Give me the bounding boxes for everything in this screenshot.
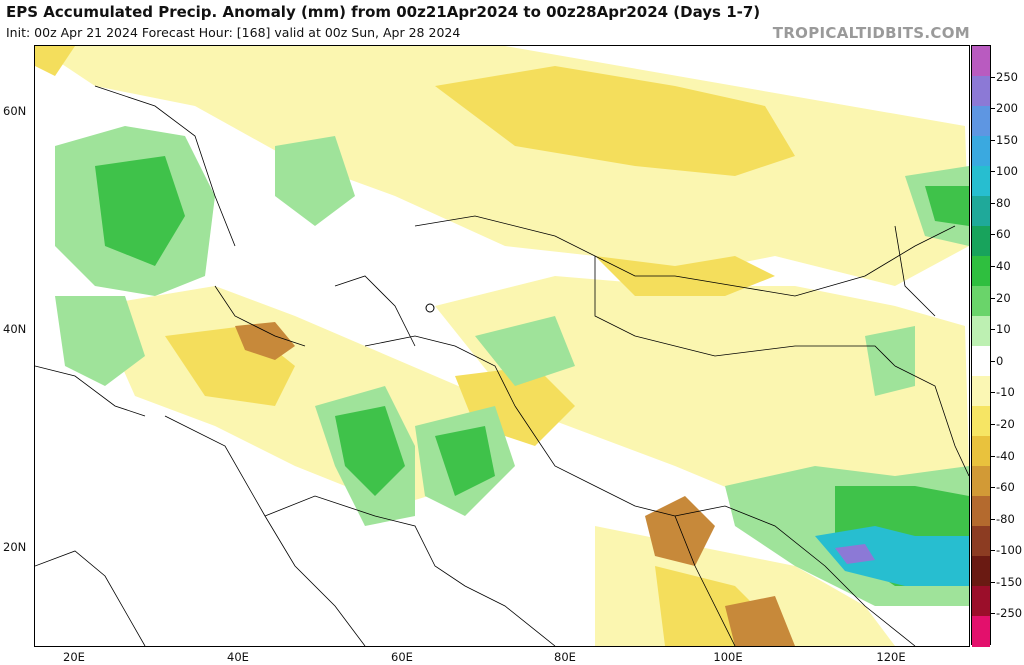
- colorbar-swatch: [972, 496, 990, 527]
- colorbar-label: 100: [996, 164, 1018, 179]
- colorbar-label: -150: [996, 574, 1023, 589]
- colorbar-tick: [991, 550, 995, 552]
- colorbar-swatch: [972, 436, 990, 467]
- colorbar-swatch: [972, 106, 990, 137]
- lon-label-120e: 120E: [876, 650, 906, 664]
- lat-label-40n: 40N: [3, 322, 27, 336]
- lon-label-80e: 80E: [554, 650, 576, 664]
- colorbar-swatch: [972, 556, 990, 587]
- colorbar-swatch: [972, 256, 990, 287]
- colorbar-label: 20: [996, 290, 1011, 305]
- colorbar-tick: [991, 392, 995, 394]
- brand-watermark: TROPICALTIDBITS.COM: [772, 24, 970, 42]
- colorbar-swatch: [972, 286, 990, 317]
- colorbar-label: 80: [996, 195, 1011, 210]
- colorbar-swatch: [972, 616, 990, 647]
- country-borders: [35, 85, 969, 646]
- colorbar-swatch: [972, 466, 990, 497]
- colorbar-tick: [991, 423, 995, 425]
- colorbar: [971, 45, 991, 647]
- colorbar-swatch: [972, 196, 990, 227]
- colorbar-label: 150: [996, 132, 1018, 147]
- colorbar-tick: [991, 581, 995, 583]
- map-canvas: [35, 46, 969, 646]
- lat-label-60n: 60N: [3, 104, 27, 118]
- lat-label-20n: 20N: [3, 540, 27, 554]
- colorbar-swatch: [972, 226, 990, 257]
- colorbar-swatch: [972, 406, 990, 437]
- colorbar-tick: [991, 266, 995, 268]
- colorbar-tick: [991, 329, 995, 331]
- colorbar-label: 0: [996, 353, 1004, 368]
- colorbar-label: -20: [996, 416, 1015, 431]
- lon-label-60e: 60E: [391, 650, 413, 664]
- colorbar-swatch: [972, 586, 990, 617]
- map-subtitle: Init: 00z Apr 21 2024 Forecast Hour: [16…: [6, 25, 461, 40]
- colorbar-tick: [991, 297, 995, 299]
- colorbar-tick: [991, 487, 995, 489]
- colorbar-tick: [991, 76, 995, 78]
- colorbar-swatch: [972, 376, 990, 407]
- colorbar-label: -60: [996, 480, 1015, 495]
- colorbar-label: -10: [996, 385, 1015, 400]
- lon-label-100e: 100E: [713, 650, 743, 664]
- colorbar-label: 200: [996, 101, 1018, 116]
- colorbar-tick: [991, 455, 995, 457]
- colorbar-tick: [991, 360, 995, 362]
- lon-label-40e: 40E: [227, 650, 249, 664]
- colorbar-label: 10: [996, 322, 1011, 337]
- colorbar-tick: [991, 108, 995, 110]
- colorbar-tick: [991, 139, 995, 141]
- colorbar-swatch: [972, 136, 990, 167]
- lon-label-20e: 20E: [63, 650, 85, 664]
- dry-anomaly-strong: [235, 322, 795, 646]
- colorbar-label: -250: [996, 606, 1023, 621]
- colorbar-tick: [991, 234, 995, 236]
- colorbar-tick: [991, 518, 995, 520]
- colorbar-label: 250: [996, 69, 1018, 84]
- colorbar-swatch: [972, 526, 990, 557]
- lake-outline: [425, 303, 435, 313]
- wet-anomaly-extreme: [835, 544, 875, 564]
- colorbar-tick: [991, 171, 995, 173]
- colorbar-label: -80: [996, 511, 1015, 526]
- colorbar-label: -40: [996, 448, 1015, 463]
- colorbar-swatch: [972, 76, 990, 107]
- colorbar-swatch: [972, 46, 990, 77]
- colorbar-swatch: [972, 166, 990, 197]
- wet-anomaly-heavy: [815, 526, 969, 586]
- precip-anomaly-map: [34, 45, 970, 647]
- colorbar-label: 40: [996, 259, 1011, 274]
- colorbar-label: -100: [996, 543, 1023, 558]
- colorbar-label: 60: [996, 227, 1011, 242]
- colorbar-swatch: [972, 316, 990, 347]
- colorbar-tick: [991, 613, 995, 615]
- colorbar-tick: [991, 202, 995, 204]
- map-title: EPS Accumulated Precip. Anomaly (mm) fro…: [6, 3, 761, 21]
- colorbar-swatch: [972, 346, 990, 377]
